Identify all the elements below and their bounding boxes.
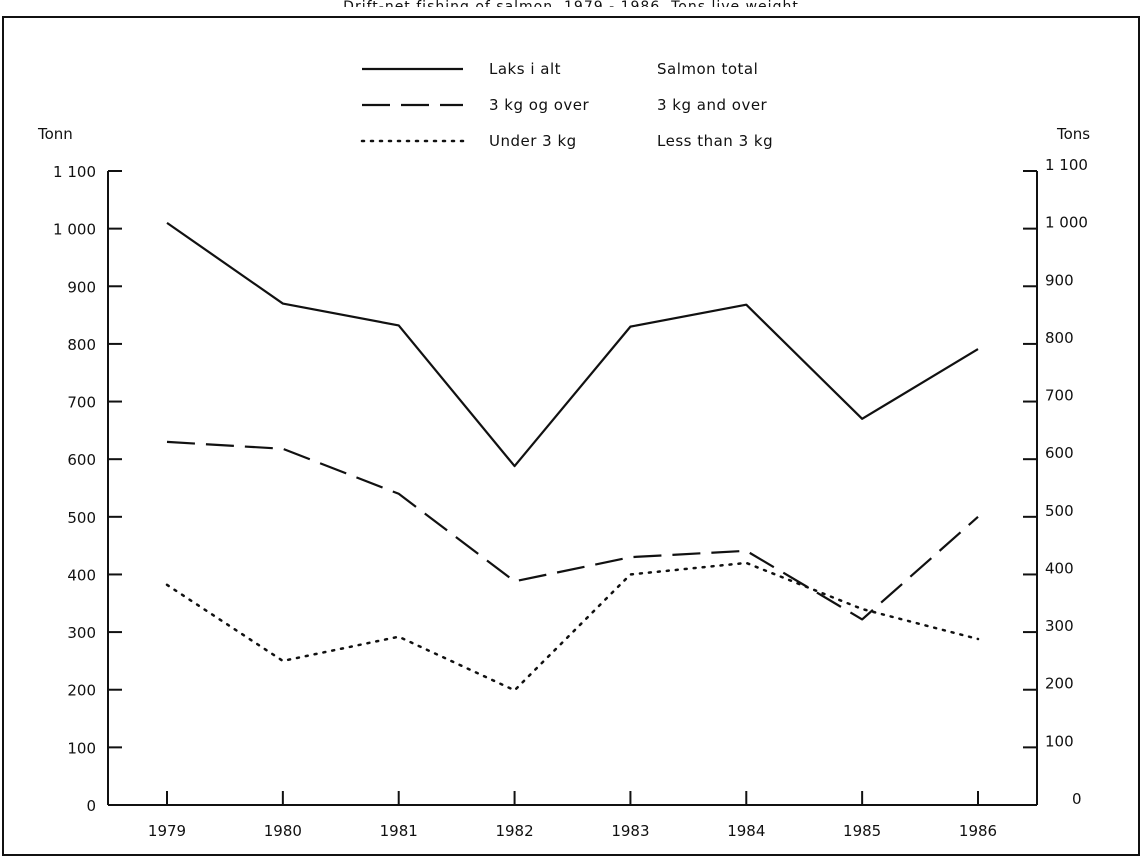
series-line-dashed — [166, 440, 979, 621]
legend-label-no: 3 kg og over — [489, 96, 590, 114]
x-tick-label: 1986 — [959, 822, 997, 840]
x-tick-label: 1979 — [148, 822, 186, 840]
x-tick-label: 1982 — [495, 822, 533, 840]
y-tick-label-left: 300 — [67, 624, 96, 642]
y-tick-label-left: 100 — [67, 739, 96, 757]
y-tick-label-left: 500 — [67, 509, 96, 527]
x-tick-label: 1980 — [264, 822, 302, 840]
y-tick-label-right: 900 — [1045, 271, 1074, 289]
page-title: Drift-net fishing of salmon. 1979 - 1986… — [343, 0, 799, 15]
y-tick-label-left: 0 — [86, 797, 96, 815]
y-tick-label-left: 400 — [67, 566, 96, 584]
chart-frame — [2, 16, 1140, 856]
x-tick-label: 1984 — [727, 822, 765, 840]
y-tick-label-right: 500 — [1045, 502, 1074, 520]
legend-label-no: Under 3 kg — [489, 132, 577, 150]
y-tick-label-right: 600 — [1045, 444, 1074, 462]
axis-ticks: 0 0 100 100 200 200 300 300 400 400 500 500 600 600 70… — [53, 156, 1088, 840]
left-axis-unit: Tonn — [37, 125, 73, 143]
series-line-solid — [166, 221, 979, 468]
y-tick-label-right: 100 — [1045, 732, 1074, 750]
x-tick-label: 1983 — [611, 822, 649, 840]
axes — [107, 171, 1038, 806]
y-tick-label-right: 1 000 — [1045, 214, 1088, 232]
right-axis-unit: Tons — [1056, 125, 1090, 143]
legend-label-en: Salmon total — [657, 60, 758, 78]
legend-label-en: Less than 3 kg — [657, 132, 773, 150]
y-tick-label-left: 600 — [67, 451, 96, 469]
x-tick-label: 1981 — [380, 822, 418, 840]
legend: Laks i alt Salmon total 3 kg og over 3 kg a… — [360, 60, 773, 150]
y-tick-label-left: 700 — [67, 394, 96, 412]
y-tick-label-right: 1 100 — [1045, 156, 1088, 174]
y-tick-label-right: 800 — [1045, 329, 1074, 347]
y-tick-label-left: 800 — [67, 336, 96, 354]
legend-label-no: Laks i alt — [489, 60, 561, 78]
y-tick-label-right: 700 — [1045, 387, 1074, 405]
y-tick-label-right: 300 — [1045, 617, 1074, 635]
series-line-dotted — [165, 561, 980, 692]
x-tick-label: 1985 — [843, 822, 881, 840]
legend-label-en: 3 kg and over — [657, 96, 768, 114]
y-tick-label-left: 1 100 — [53, 163, 96, 181]
y-tick-label-left: 900 — [67, 278, 96, 296]
y-tick-label-right: 400 — [1045, 559, 1074, 577]
y-tick-label-right: 0 — [1072, 790, 1082, 808]
y-tick-label-left: 200 — [67, 682, 96, 700]
y-tick-label-left: 1 000 — [53, 221, 96, 239]
y-tick-label-right: 200 — [1045, 675, 1074, 693]
series-lines — [165, 221, 980, 692]
